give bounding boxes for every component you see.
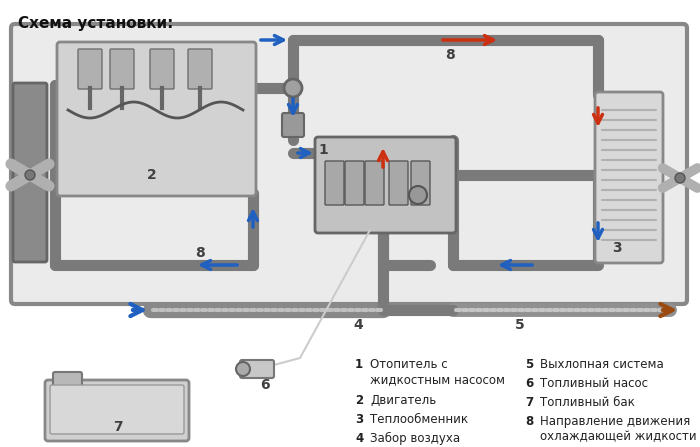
FancyBboxPatch shape <box>345 161 364 205</box>
Text: 2: 2 <box>355 394 363 407</box>
Text: Направление движения
охлаждающей жидкости: Направление движения охлаждающей жидкост… <box>540 415 696 443</box>
Circle shape <box>675 173 685 183</box>
Text: Топливный бак: Топливный бак <box>540 396 635 409</box>
Text: 7: 7 <box>113 420 122 434</box>
FancyBboxPatch shape <box>411 161 430 205</box>
Text: 1: 1 <box>355 358 363 371</box>
Text: Теплообменник: Теплообменник <box>370 413 468 426</box>
Text: 5: 5 <box>525 358 533 371</box>
Text: 6: 6 <box>260 378 270 392</box>
FancyBboxPatch shape <box>57 42 256 196</box>
FancyBboxPatch shape <box>282 113 304 137</box>
Text: Отопитель с
жидкостным насосом: Отопитель с жидкостным насосом <box>370 358 505 386</box>
FancyBboxPatch shape <box>325 161 344 205</box>
Text: 8: 8 <box>445 48 455 62</box>
Text: 8: 8 <box>195 246 205 260</box>
Circle shape <box>284 79 302 97</box>
FancyBboxPatch shape <box>240 360 274 378</box>
Text: Забор воздуха
в камеру сгорания: Забор воздуха в камеру сгорания <box>370 432 487 447</box>
FancyBboxPatch shape <box>188 49 212 89</box>
FancyBboxPatch shape <box>11 24 687 304</box>
FancyBboxPatch shape <box>53 372 82 390</box>
FancyBboxPatch shape <box>595 92 663 263</box>
Text: 8: 8 <box>525 415 533 428</box>
FancyBboxPatch shape <box>365 161 384 205</box>
Text: Двигатель: Двигатель <box>370 394 436 407</box>
Text: 2: 2 <box>147 168 157 182</box>
Circle shape <box>25 170 35 180</box>
Text: Выхлопная система: Выхлопная система <box>540 358 664 371</box>
Text: 3: 3 <box>355 413 363 426</box>
Text: 4: 4 <box>353 318 363 332</box>
FancyBboxPatch shape <box>13 83 47 262</box>
Text: 3: 3 <box>612 241 622 255</box>
FancyBboxPatch shape <box>315 137 456 233</box>
Circle shape <box>236 362 250 376</box>
Text: Топливный насос: Топливный насос <box>540 377 648 390</box>
FancyBboxPatch shape <box>389 161 408 205</box>
Circle shape <box>409 186 427 204</box>
FancyBboxPatch shape <box>50 385 184 434</box>
Text: 5: 5 <box>515 318 525 332</box>
Text: Схема установки:: Схема установки: <box>18 16 174 31</box>
FancyBboxPatch shape <box>110 49 134 89</box>
FancyBboxPatch shape <box>78 49 102 89</box>
FancyBboxPatch shape <box>45 380 189 441</box>
FancyBboxPatch shape <box>150 49 174 89</box>
Text: 7: 7 <box>525 396 533 409</box>
Text: 1: 1 <box>318 143 328 157</box>
Text: 6: 6 <box>525 377 533 390</box>
Text: 4: 4 <box>355 432 363 445</box>
